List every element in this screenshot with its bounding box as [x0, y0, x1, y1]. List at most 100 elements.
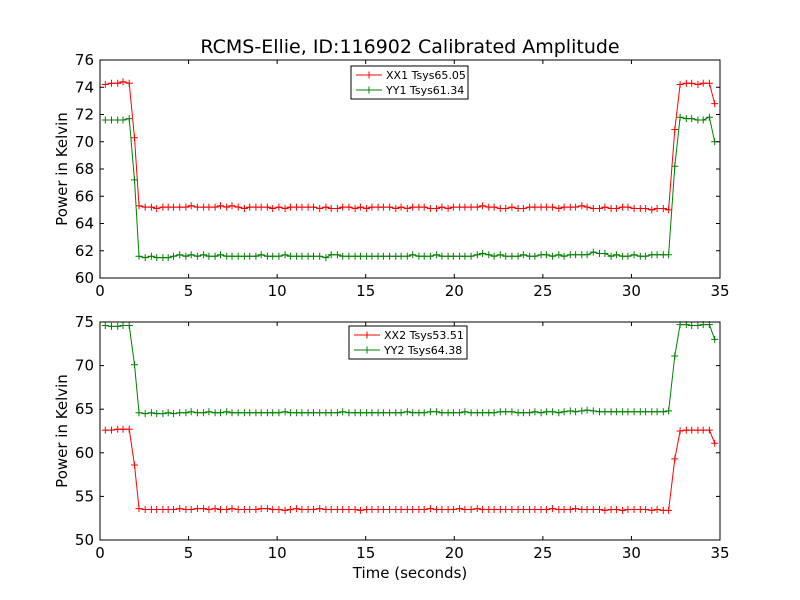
data-point	[135, 202, 143, 210]
data-point	[490, 409, 498, 417]
data-point	[659, 408, 667, 416]
data-point	[135, 252, 143, 260]
data-point	[170, 203, 177, 211]
data-point	[356, 506, 364, 514]
data-point	[542, 203, 550, 211]
data-point	[601, 408, 609, 416]
y-axis-label: Power in Kelvin	[53, 112, 71, 226]
y-tick-label: 60	[75, 444, 94, 462]
data-point	[449, 203, 457, 211]
data-point	[426, 408, 434, 416]
data-point	[159, 410, 167, 418]
data-point	[205, 252, 213, 260]
data-point	[141, 410, 149, 418]
data-point	[433, 408, 441, 416]
data-point	[537, 409, 545, 417]
data-point	[449, 506, 457, 513]
subplot-2: 0 5 10 15 20 25 30 35 50 55 60 65 70 75 Power in Kelvi…	[53, 313, 730, 562]
series-1	[101, 78, 719, 214]
data-point	[316, 505, 324, 513]
data-point	[339, 203, 347, 211]
data-point	[461, 506, 469, 513]
data-point	[310, 252, 317, 260]
data-point	[211, 505, 219, 513]
x-tick-label: 30	[622, 282, 641, 300]
data-point	[479, 250, 487, 257]
x-tick-label: 15	[356, 282, 375, 300]
x-tick-label: 15	[356, 544, 375, 562]
x-tick-label: 35	[710, 544, 729, 562]
data-point	[676, 81, 684, 88]
data-point	[205, 408, 213, 416]
data-point	[170, 506, 177, 513]
data-point	[420, 506, 428, 513]
data-point	[711, 439, 719, 447]
data-point	[467, 252, 475, 260]
y-tick-label: 75	[75, 313, 94, 331]
data-point	[560, 506, 568, 513]
data-point	[286, 506, 294, 513]
data-point	[234, 203, 242, 211]
data-point	[578, 202, 586, 210]
data-point	[612, 408, 620, 416]
data-point	[467, 203, 475, 211]
legend-marker	[365, 86, 373, 94]
data-point	[671, 126, 679, 133]
data-point	[624, 408, 632, 416]
data-point	[269, 252, 277, 260]
data-point	[275, 409, 283, 417]
data-point	[141, 254, 149, 262]
data-point	[508, 506, 516, 513]
data-point	[403, 252, 411, 260]
data-point	[223, 203, 231, 211]
data-point	[531, 408, 539, 416]
data-point	[409, 203, 417, 211]
y-tick-label: 72	[75, 106, 94, 124]
data-point	[473, 505, 481, 513]
data-point	[108, 426, 115, 434]
data-point	[438, 203, 446, 211]
data-point	[131, 176, 138, 184]
data-point	[676, 113, 684, 121]
legend-label: YY1 Tsys61.34	[385, 84, 464, 97]
data-point	[298, 203, 306, 211]
y-tick-label: 70	[75, 357, 94, 375]
data-point	[153, 410, 161, 418]
legend-box	[348, 325, 468, 360]
data-point	[211, 203, 219, 211]
data-point	[205, 203, 213, 211]
data-point	[269, 506, 277, 513]
data-point	[269, 409, 277, 417]
data-point	[176, 505, 184, 513]
data-point	[601, 203, 609, 211]
x-tick-label: 35	[710, 282, 729, 300]
data-point	[281, 408, 289, 416]
data-point	[217, 409, 224, 417]
data-point	[322, 203, 330, 211]
data-point	[114, 79, 122, 87]
data-point	[119, 322, 127, 329]
legend-marker	[363, 346, 371, 354]
data-point	[619, 506, 627, 514]
data-point	[147, 203, 155, 211]
data-point	[252, 252, 260, 260]
data-point	[223, 408, 231, 416]
data-point	[223, 506, 231, 513]
y-tick-label: 76	[75, 51, 94, 69]
data-point	[589, 407, 597, 415]
data-point	[386, 203, 394, 211]
data-point	[449, 252, 457, 260]
legend-label: YY2 Tsys64.38	[383, 344, 462, 357]
data-point	[351, 506, 359, 513]
data-point	[624, 506, 632, 513]
data-point	[630, 251, 638, 259]
data-point	[555, 409, 563, 417]
data-point	[519, 409, 527, 417]
x-tick-label: 5	[184, 544, 194, 562]
data-point	[187, 202, 195, 210]
data-point	[607, 252, 615, 260]
data-point	[699, 79, 707, 87]
data-point	[572, 408, 580, 416]
data-point	[671, 455, 679, 463]
